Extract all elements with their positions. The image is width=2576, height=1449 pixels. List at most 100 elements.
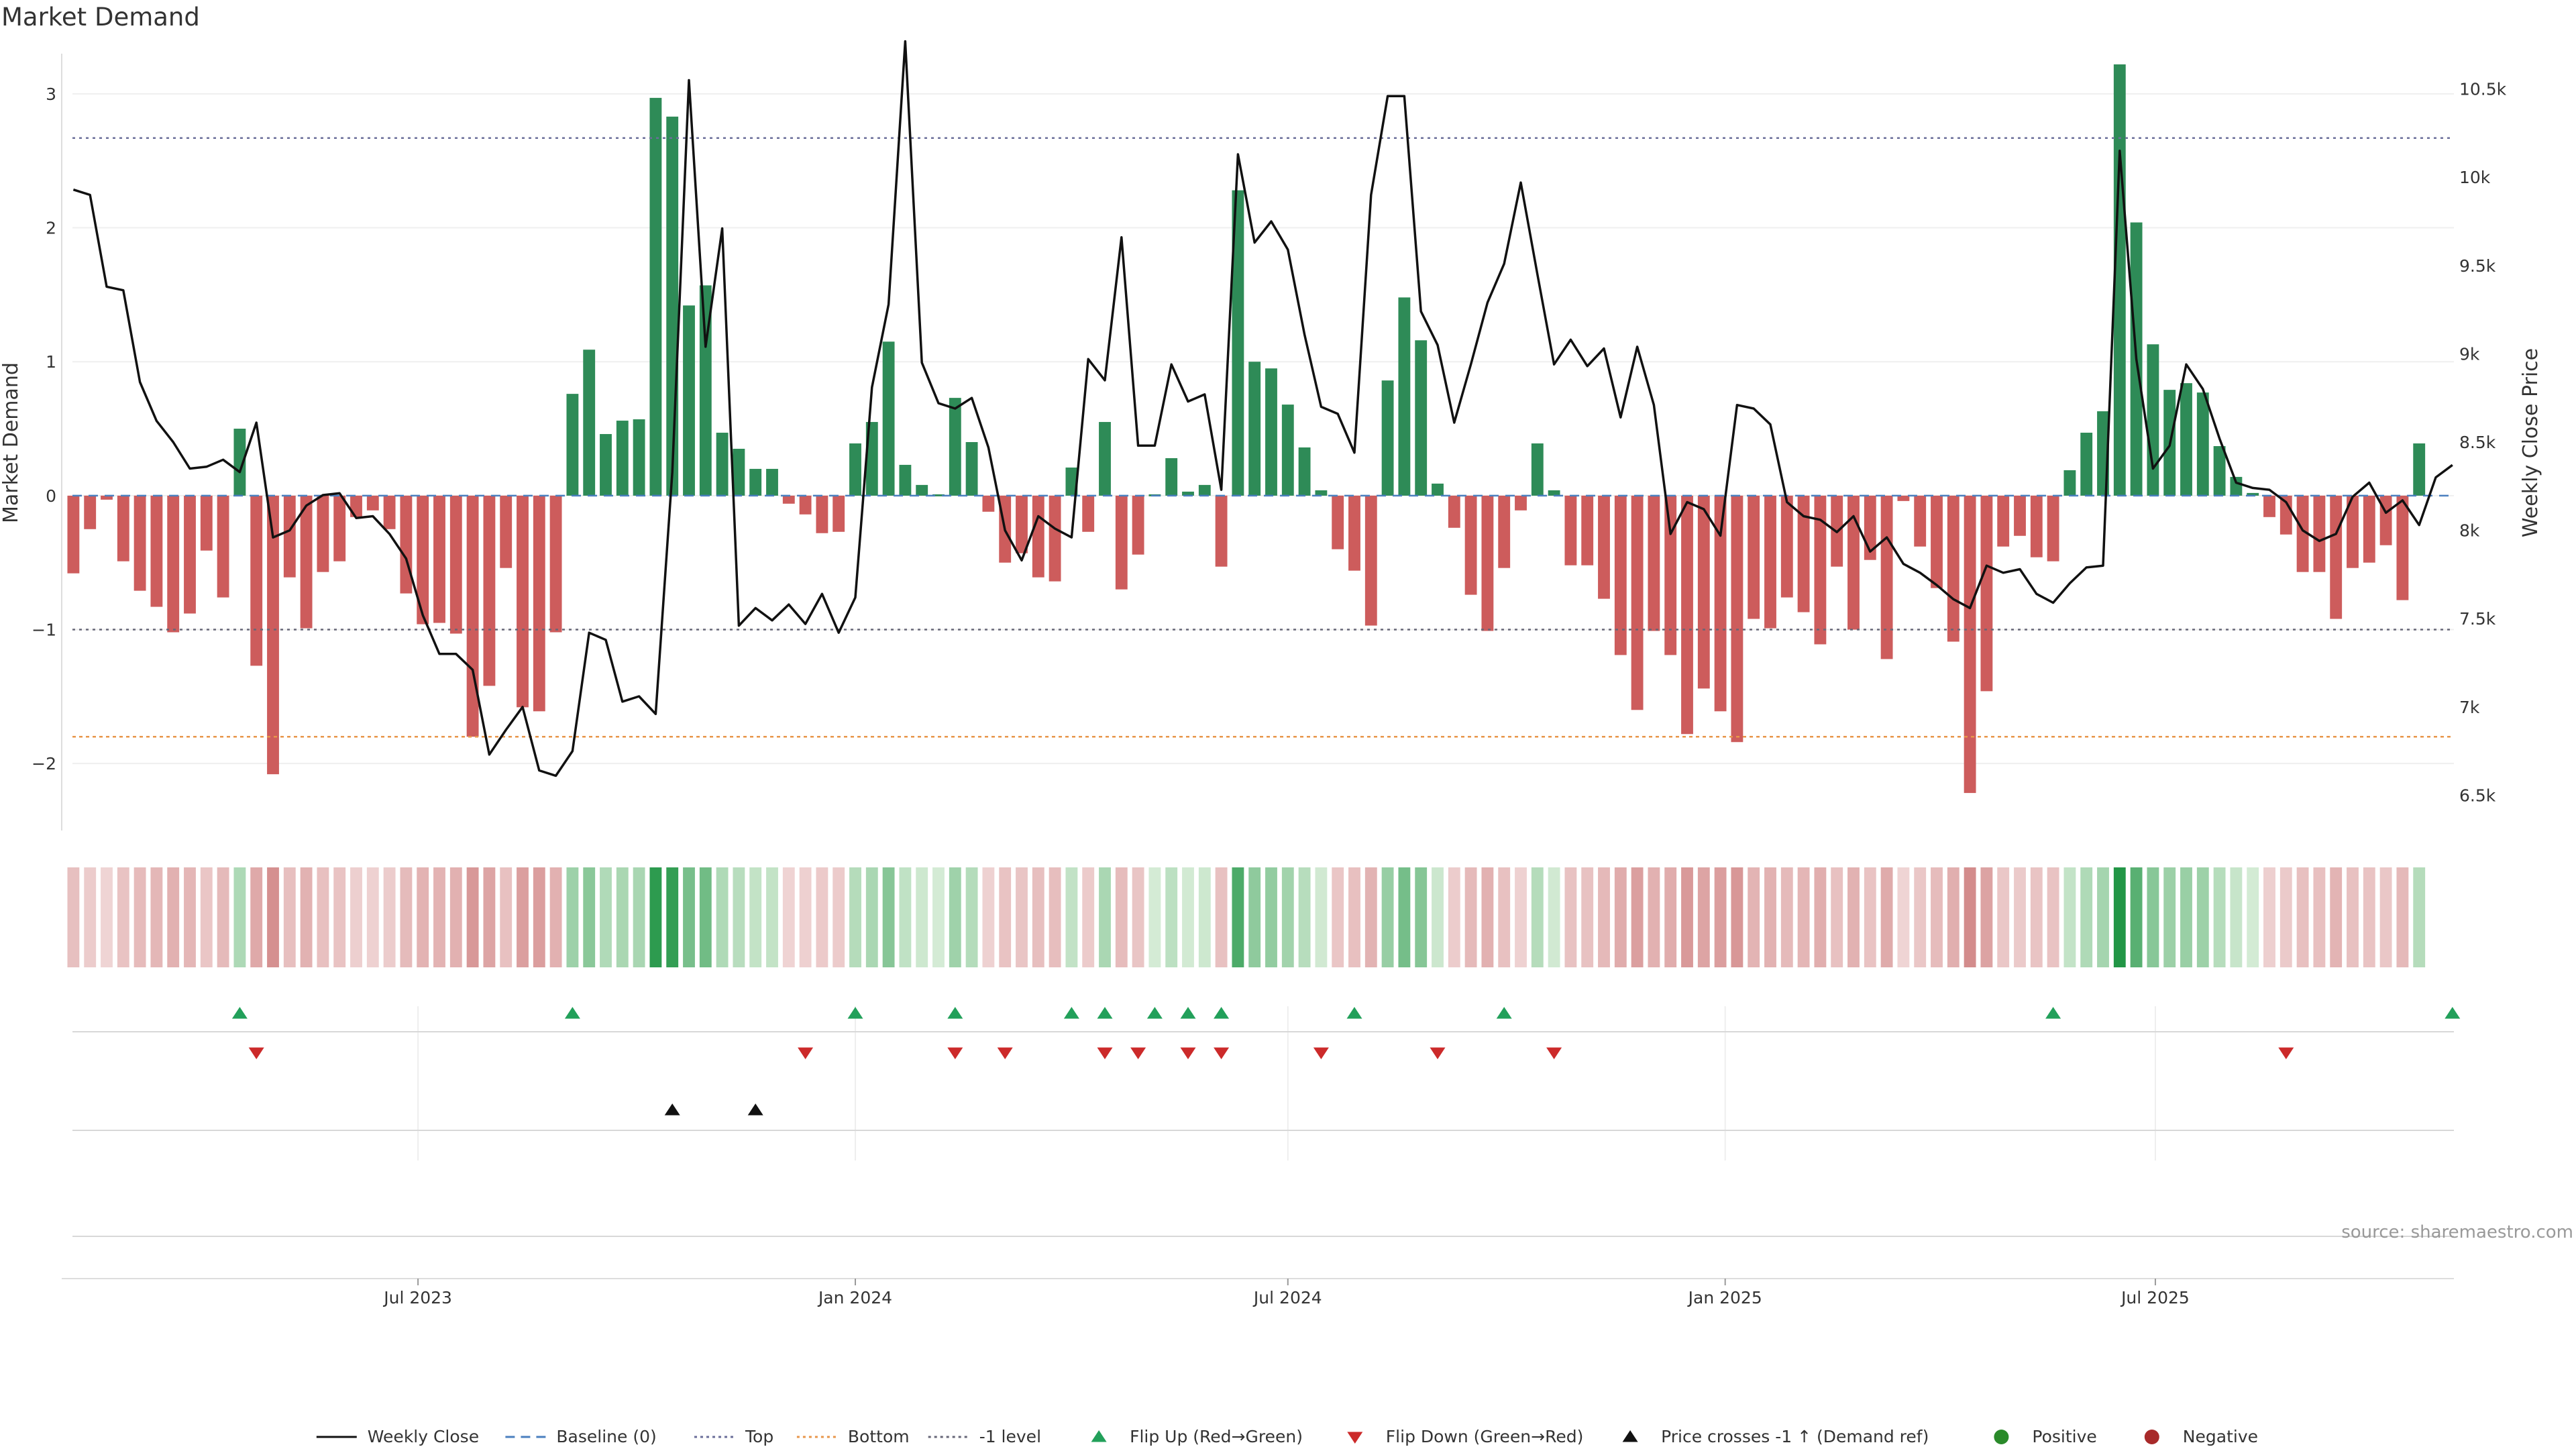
demand-bar	[1498, 495, 1511, 568]
demand-bar	[733, 448, 745, 496]
demand-bar	[1931, 495, 1943, 588]
demand-bar	[1780, 495, 1793, 598]
heat-cell	[649, 867, 662, 967]
heat-cell	[1980, 867, 1993, 967]
demand-bar	[1049, 495, 1061, 582]
demand-bar	[1248, 362, 1261, 496]
heat-cell	[1265, 867, 1277, 967]
heat-cell	[566, 867, 579, 967]
heat-cell	[2296, 867, 2309, 967]
heat-cell	[1348, 867, 1360, 967]
heat-cell	[1182, 867, 1194, 967]
heat-cell	[1531, 867, 1544, 967]
heat-cell	[2147, 867, 2159, 967]
demand-bar	[666, 116, 679, 496]
heat-cell	[2313, 867, 2326, 967]
demand-bar	[2230, 476, 2243, 496]
demand-bar	[882, 341, 895, 496]
heat-cell	[2130, 867, 2143, 967]
demand-bar	[1631, 495, 1644, 710]
heat-cell	[1298, 867, 1311, 967]
heat-cell	[833, 867, 845, 967]
heat-cell	[1997, 867, 2010, 967]
flip-down-marker	[997, 1047, 1013, 1059]
heat-cell	[283, 867, 296, 967]
demand-bar	[533, 495, 545, 712]
heat-cell	[1648, 867, 1660, 967]
demand-bar	[633, 419, 645, 496]
demand-bar	[1731, 495, 1743, 743]
legend-swatch	[1091, 1430, 1107, 1442]
heat-cell	[1681, 867, 1693, 967]
heat-cell	[1198, 867, 1211, 967]
demand-bar	[932, 494, 945, 496]
heat-cell	[433, 867, 445, 967]
heat-cell	[766, 867, 778, 967]
y2-tick-label: 9.5k	[2459, 256, 2496, 276]
demand-bar	[716, 433, 729, 496]
demand-bar	[283, 495, 296, 578]
legend-label: Price crosses -1 ↑ (Demand ref)	[1661, 1427, 1929, 1446]
heat-cell	[2279, 867, 2292, 967]
date-tick-label: Jul 2024	[1252, 1288, 1322, 1307]
demand-bar	[267, 495, 279, 775]
flip-down-marker	[798, 1047, 814, 1059]
legend-label: Flip Up (Red→Green)	[1130, 1427, 1303, 1446]
date-tick-label: Jul 2023	[382, 1288, 452, 1307]
legend-swatch	[1994, 1430, 2009, 1444]
demand-bar	[1764, 495, 1776, 629]
demand-bar	[150, 495, 163, 607]
demand-bar	[500, 495, 513, 568]
heat-cell	[300, 867, 313, 967]
heat-cell	[1564, 867, 1577, 967]
demand-bar	[1748, 495, 1760, 619]
demand-bar	[1132, 495, 1144, 555]
flip-up-marker	[1214, 1007, 1230, 1019]
y-tick-label: 3	[46, 85, 56, 104]
y2-tick-label: 9k	[2459, 344, 2480, 364]
heat-cell	[965, 867, 978, 967]
demand-bar	[449, 495, 462, 634]
legend-label: -1 level	[979, 1427, 1041, 1446]
demand-bar	[865, 422, 878, 496]
heat-cell	[1814, 867, 1827, 967]
heat-cell	[400, 867, 413, 967]
heat-cell	[1964, 867, 1976, 967]
demand-bar	[2363, 495, 2375, 563]
demand-bar	[1065, 467, 1078, 496]
heat-cell	[449, 867, 462, 967]
demand-bar	[1548, 490, 1560, 496]
heat-cell	[1032, 867, 1044, 967]
demand-bar	[1281, 405, 1294, 496]
demand-bar	[1298, 447, 1311, 496]
demand-bar	[1348, 495, 1360, 571]
demand-bar	[916, 484, 928, 496]
heat-cell	[1631, 867, 1644, 967]
flip-down-marker	[1130, 1047, 1146, 1059]
y2-tick-label: 8.5k	[2459, 433, 2496, 452]
demand-bar	[2396, 495, 2409, 600]
demand-bar	[1914, 495, 1927, 547]
demand-bar	[600, 434, 612, 496]
demand-bar	[1531, 443, 1544, 496]
demand-bar	[1947, 495, 1960, 642]
demand-bar	[1664, 495, 1677, 655]
date-tick-label: Jan 2024	[817, 1288, 892, 1307]
demand-bar	[1997, 495, 2010, 547]
demand-bar	[2263, 495, 2275, 517]
heat-cell	[517, 867, 529, 967]
heat-cell	[2196, 867, 2209, 967]
heat-cell	[2097, 867, 2109, 967]
heat-cell	[982, 867, 995, 967]
demand-bar	[2213, 445, 2226, 496]
flip-down-marker	[1214, 1047, 1230, 1059]
heat-cell	[67, 867, 80, 967]
flip-up-marker	[231, 1007, 248, 1019]
heat-cell	[1099, 867, 1111, 967]
demand-bar	[2413, 443, 2426, 496]
heat-cell	[1947, 867, 1960, 967]
demand-bar	[2030, 495, 2043, 557]
heat-cell	[1748, 867, 1760, 967]
heat-cell	[782, 867, 795, 967]
